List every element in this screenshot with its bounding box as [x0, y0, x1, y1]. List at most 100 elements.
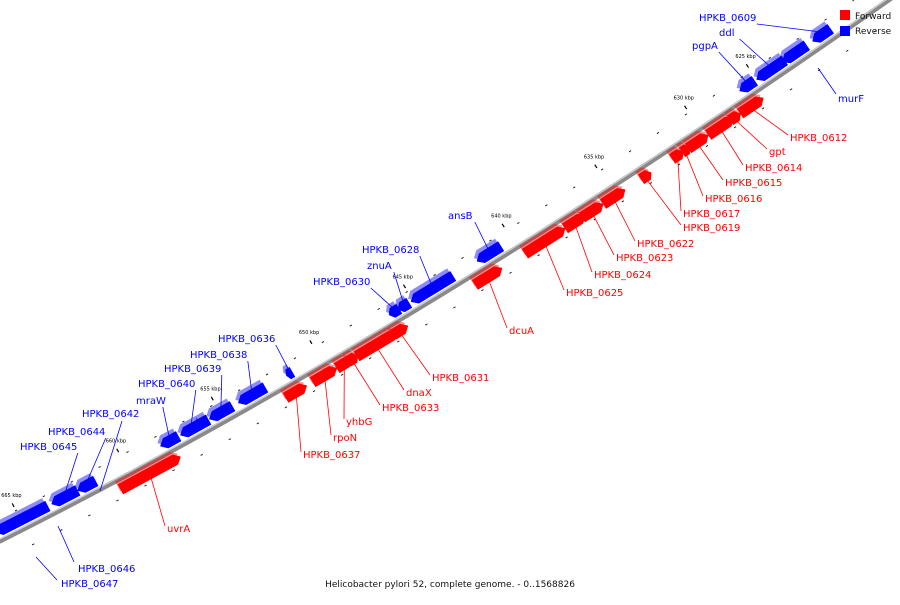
gene-label[interactable]: HPKB_0614 — [745, 163, 802, 174]
gene-dcuA[interactable] — [469, 264, 502, 290]
minor-tick — [88, 515, 90, 516]
minor-tick — [706, 145, 708, 146]
gene-label[interactable]: HPKB_0623 — [616, 253, 673, 264]
gene-label[interactable]: HPKB_0636 — [218, 334, 275, 345]
minor-tick — [182, 421, 184, 422]
minor-tick — [99, 466, 101, 467]
gene-label[interactable]: HPKB_0619 — [683, 223, 740, 234]
gene-label[interactable]: HPKB_0644 — [48, 427, 105, 438]
scale-tick-mark — [746, 64, 748, 67]
minor-tick — [734, 127, 736, 128]
gene-uvrA[interactable] — [115, 452, 181, 494]
gene-rpoN[interactable] — [307, 363, 337, 386]
minor-tick — [15, 510, 17, 511]
minor-tick — [517, 222, 519, 223]
minor-tick — [257, 423, 259, 424]
gene-label[interactable]: HPKB_0615 — [725, 178, 782, 189]
minor-tick — [32, 544, 34, 545]
legend-reverse-label: Reverse — [855, 27, 892, 37]
gene-HPKB_0637[interactable] — [280, 381, 307, 403]
gene-label[interactable]: HPKB_0622 — [637, 239, 694, 250]
gene-label[interactable]: HPKB_0645 — [20, 442, 77, 453]
minor-tick — [350, 325, 352, 326]
gene-label[interactable]: HPKB_0625 — [566, 288, 623, 299]
minor-tick — [769, 57, 771, 58]
gene-label[interactable]: HPKB_0631 — [432, 373, 489, 384]
gene-label[interactable]: HPKB_0617 — [683, 209, 740, 220]
gene-label[interactable]: HPKB_0616 — [705, 194, 762, 205]
scale-tick-mark — [403, 285, 405, 288]
leader-line — [818, 68, 836, 94]
leader-line — [296, 395, 301, 452]
gene-label[interactable]: HPKB_0630 — [313, 277, 370, 288]
gene-label[interactable]: HPKB_0640 — [138, 379, 195, 390]
minor-tick — [622, 201, 624, 202]
minor-tick — [461, 257, 463, 258]
gene-label[interactable]: HPKB_0609 — [699, 13, 756, 24]
gene-label[interactable]: HPKB_0646 — [78, 564, 135, 575]
scale-tick-label: 655 kbp — [200, 387, 220, 393]
gene-label[interactable]: HPKB_0639 — [164, 364, 221, 375]
minor-tick — [573, 187, 575, 188]
gene-label[interactable]: HPKB_0638 — [190, 350, 247, 361]
leader-line — [36, 557, 57, 580]
minor-tick — [538, 255, 540, 256]
minor-tick — [43, 496, 45, 497]
minor-tick — [510, 272, 512, 273]
gene-features — [0, 21, 834, 534]
gene-label[interactable]: murF — [838, 94, 864, 105]
genome-title: Helicobacter pylori 52, complete genome.… — [325, 580, 575, 590]
minor-tick — [489, 240, 491, 241]
gene-label[interactable]: dnaX — [406, 388, 432, 399]
gene-label[interactable]: HPKB_0642 — [82, 409, 139, 420]
gene-label[interactable]: HPKB_0612 — [790, 133, 847, 144]
gene-label[interactable]: dcuA — [509, 326, 534, 337]
minor-tick — [201, 454, 203, 455]
minor-tick — [116, 500, 118, 501]
minor-tick — [238, 390, 240, 391]
gene-label[interactable]: ansB — [448, 211, 473, 222]
scale-tick-label: 625 kbp — [735, 54, 755, 60]
leader-line — [377, 347, 404, 390]
gene-label[interactable]: rpoN — [333, 433, 357, 444]
leader-line — [58, 526, 74, 562]
gene-HPKB_0636[interactable] — [283, 364, 295, 379]
legend-forward-swatch — [840, 10, 850, 20]
minor-tick — [285, 407, 287, 408]
scale-tick-mark — [310, 340, 312, 343]
minor-tick — [313, 391, 315, 392]
gene-label[interactable]: yhbG — [346, 417, 372, 428]
gene-label[interactable]: znuA — [367, 261, 392, 272]
minor-tick — [144, 485, 146, 486]
leader-line — [489, 279, 507, 328]
label-leader-lines — [36, 24, 836, 580]
minor-tick — [762, 108, 764, 109]
minor-tick — [453, 307, 455, 308]
gene-label[interactable]: HPKB_0637 — [303, 450, 360, 461]
minor-tick — [294, 358, 296, 359]
leader-line — [614, 200, 635, 241]
scale-tick-label: 650 kbp — [299, 330, 319, 336]
gene-label[interactable]: pgpA — [692, 41, 718, 52]
gene-label[interactable]: gpt — [769, 147, 786, 158]
gene-label[interactable]: HPKB_0647 — [61, 579, 118, 590]
minor-tick — [685, 114, 687, 115]
leader-line — [721, 130, 743, 165]
gene-label[interactable]: HPKB_0628 — [362, 245, 419, 256]
gene-label[interactable]: HPKB_0624 — [594, 270, 651, 281]
scale-tick-mark — [211, 397, 213, 400]
gene-label[interactable]: HPKB_0633 — [382, 403, 439, 414]
gene-label[interactable]: uvrA — [167, 524, 190, 535]
minor-tick — [266, 374, 268, 375]
minor-tick — [397, 341, 399, 342]
leader-line — [87, 438, 106, 483]
scale-tick-mark — [684, 106, 686, 109]
minor-tick — [629, 151, 631, 152]
leader-line — [325, 378, 331, 435]
gene-label[interactable]: ddl — [719, 28, 734, 39]
scale-tick-label: 630 kbp — [674, 95, 694, 101]
scale-tick-mark — [12, 503, 14, 507]
minor-tick — [126, 451, 128, 452]
gene-label[interactable]: mraW — [136, 396, 166, 407]
